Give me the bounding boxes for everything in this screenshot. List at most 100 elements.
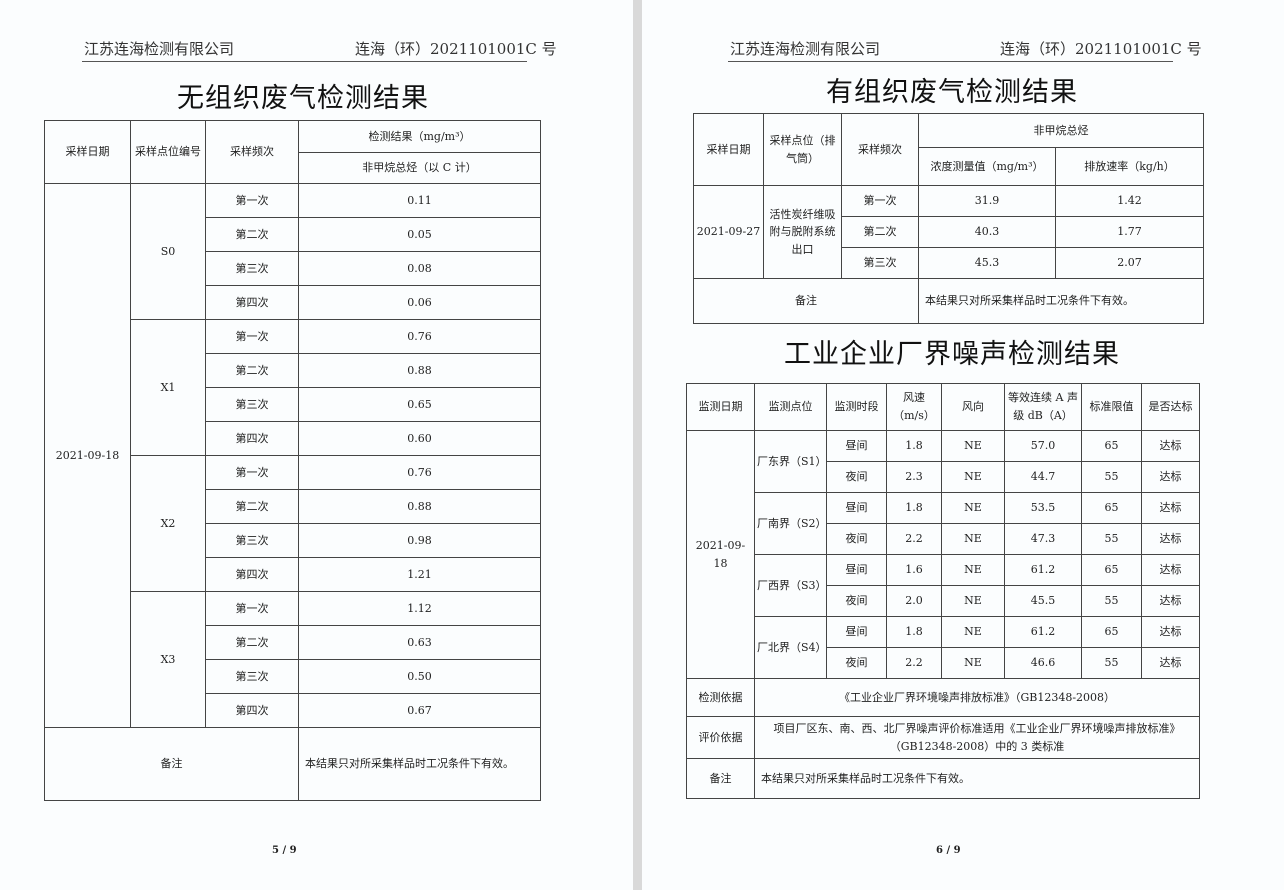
table-cell: 65 <box>1081 492 1142 524</box>
table-cell: 第三次 <box>205 387 299 422</box>
table-cell: 厂南界（S2） <box>754 492 827 555</box>
table-cell: 第四次 <box>205 557 299 592</box>
table-cell: 0.67 <box>298 693 541 728</box>
table-cell: 达标 <box>1141 554 1200 586</box>
header-cell: 监测点位 <box>754 383 827 431</box>
header-rule <box>728 61 1173 62</box>
table-cell: 0.65 <box>298 387 541 422</box>
table-cell: 65 <box>1081 554 1142 586</box>
table-cell: 备注 <box>686 758 755 799</box>
table-cell: X2 <box>130 455 206 592</box>
header-cell: 风向 <box>941 383 1005 431</box>
page-number: 6 / 9 <box>936 845 961 856</box>
table-cell: 达标 <box>1141 461 1200 493</box>
table-cell: 第二次 <box>205 625 299 660</box>
table-cell: 达标 <box>1141 585 1200 617</box>
report-number: 连海（环）2021101001C 号 <box>355 40 557 58</box>
table-cell: 昼间 <box>826 430 887 462</box>
table-cell: 厂西界（S3） <box>754 554 827 617</box>
table-cell: NE <box>941 616 1005 648</box>
table-cell: 本结果只对所采集样品时工况条件下有效。 <box>298 727 541 801</box>
organized-gas-table: 采样日期 采样点位（排气筒） 采样频次 非甲烷总烃 浓度测量值（mg/m³） 排放速率（k… <box>693 113 1204 324</box>
table-row: 夜间 2.0 NE 45.5 55 达标 <box>687 585 1200 617</box>
table-cell: 0.98 <box>298 523 541 558</box>
table-cell: 0.06 <box>298 285 541 320</box>
table-cell: 第一次 <box>205 591 299 626</box>
table-cell: 31.9 <box>918 185 1056 217</box>
table-cell: 46.6 <box>1004 647 1082 679</box>
table-cell: 项目厂区东、南、西、北厂界噪声评价标准适用《工业企业厂界环境噪声排放标准》（GB… <box>754 716 1200 759</box>
table-cell: 夜间 <box>826 523 887 555</box>
page-number: 5 / 9 <box>272 845 297 856</box>
header-cell: 监测时段 <box>826 383 887 431</box>
table-cell: 2.07 <box>1055 247 1204 279</box>
table-row: 第四次 0.60 <box>45 421 541 456</box>
table-row: 备注 本结果只对所采集样品时工况条件下有效。 <box>686 758 1200 799</box>
table-row: 备注 本结果只对所采集样品时工况条件下有效。 <box>44 727 541 801</box>
table-cell: 40.3 <box>918 216 1056 248</box>
table-cell: 0.63 <box>298 625 541 660</box>
table-cell: X1 <box>130 319 206 456</box>
table-cell: 达标 <box>1141 492 1200 524</box>
table-row: 厂北界（S4） 昼间 1.8 NE 61.2 65 达标 <box>687 616 1200 679</box>
table-cell: 65 <box>1081 430 1142 462</box>
header-cell: 检测结果（mg/m³） <box>298 120 541 153</box>
table-cell: 备注 <box>693 278 919 324</box>
table-cell: 昼间 <box>826 616 887 648</box>
table-cell: 1.77 <box>1055 216 1204 248</box>
table-cell: 浓度测量值（mg/m³） <box>918 147 1056 186</box>
fugitive-gas-table: 采样日期 采样点位编号 采样频次 检测结果（mg/m³） 非甲烷总烃（以 C 计） 202… <box>44 120 541 801</box>
table-cell: 45.3 <box>918 247 1056 279</box>
table-cell: NE <box>941 647 1005 679</box>
table-cell: 0.88 <box>298 489 541 524</box>
table-cell: 采样频次 <box>841 113 919 186</box>
table-cell: 2.2 <box>886 647 942 679</box>
table-cell: 第一次 <box>205 455 299 490</box>
table-cell: 第四次 <box>205 285 299 320</box>
table-cell: 昼间 <box>826 554 887 586</box>
header-cell: 非甲烷总烃（以 C 计） <box>298 152 541 184</box>
table-cell: 达标 <box>1141 523 1200 555</box>
table-cell: 2.2 <box>886 523 942 555</box>
table-cell: 第二次 <box>841 216 919 248</box>
table-row: 夜间 2.2 NE 46.6 55 达标 <box>687 647 1200 679</box>
table-cell: 备注 <box>44 727 299 801</box>
table-cell: 55 <box>1081 461 1142 493</box>
table-cell: 1.6 <box>886 554 942 586</box>
noise-table: 监测日期 监测点位 监测时段 风速（m/s） 风向 等效连续 A 声级 dB（A） 标准限值… <box>686 383 1200 799</box>
table-cell: 61.2 <box>1004 616 1082 648</box>
table-cell: 采样点位（排气筒） <box>763 113 842 186</box>
table-row: 第三次 0.08 <box>45 251 541 286</box>
table-cell: 达标 <box>1141 430 1200 462</box>
table-cell: 第四次 <box>205 421 299 456</box>
table-row: 厂西界（S3） 昼间 1.6 NE 61.2 65 达标 <box>687 554 1200 617</box>
table-cell: 第二次 <box>205 217 299 252</box>
table-cell: 47.3 <box>1004 523 1082 555</box>
table-row: 检测依据 《工业企业厂界环境噪声排放标准》（GB12348-2008） <box>686 678 1200 717</box>
table-row: 采样日期 采样点位（排气筒） 采样频次 非甲烷总烃 <box>693 113 1204 186</box>
table-cell: 0.08 <box>298 251 541 286</box>
table-cell: 第三次 <box>205 659 299 694</box>
table-cell: 《工业企业厂界环境噪声排放标准》（GB12348-2008） <box>754 678 1200 717</box>
table-cell: S0 <box>130 183 206 320</box>
table-row: X1 第一次 0.76 <box>45 319 541 456</box>
table-cell: 昼间 <box>826 492 887 524</box>
table-cell: NE <box>941 585 1005 617</box>
header-cell: 监测日期 <box>686 383 755 431</box>
table-cell: 夜间 <box>826 647 887 679</box>
table-cell: 本结果只对所采集样品时工况条件下有效。 <box>918 278 1204 324</box>
table-row: X2 第一次 0.76 <box>45 455 541 592</box>
table-cell: 55 <box>1081 523 1142 555</box>
table-cell: NE <box>941 492 1005 524</box>
header-cell: 采样频次 <box>205 120 299 184</box>
company-name: 江苏连海检测有限公司 <box>84 40 235 58</box>
table-row: 第二次 0.88 <box>45 353 541 388</box>
table-cell: 1.8 <box>886 492 942 524</box>
table-row: 2021-09-18 厂东界（S1） 昼间 1.8 NE 57.0 65 达标 <box>686 430 1200 679</box>
table-row: 第四次 1.21 <box>45 557 541 592</box>
table-cell: 2021-09-18 <box>44 183 131 728</box>
table-cell: 第一次 <box>205 183 299 218</box>
table-cell: 0.88 <box>298 353 541 388</box>
table-cell: 2.0 <box>886 585 942 617</box>
table-row: 夜间 2.3 NE 44.7 55 达标 <box>687 461 1200 493</box>
